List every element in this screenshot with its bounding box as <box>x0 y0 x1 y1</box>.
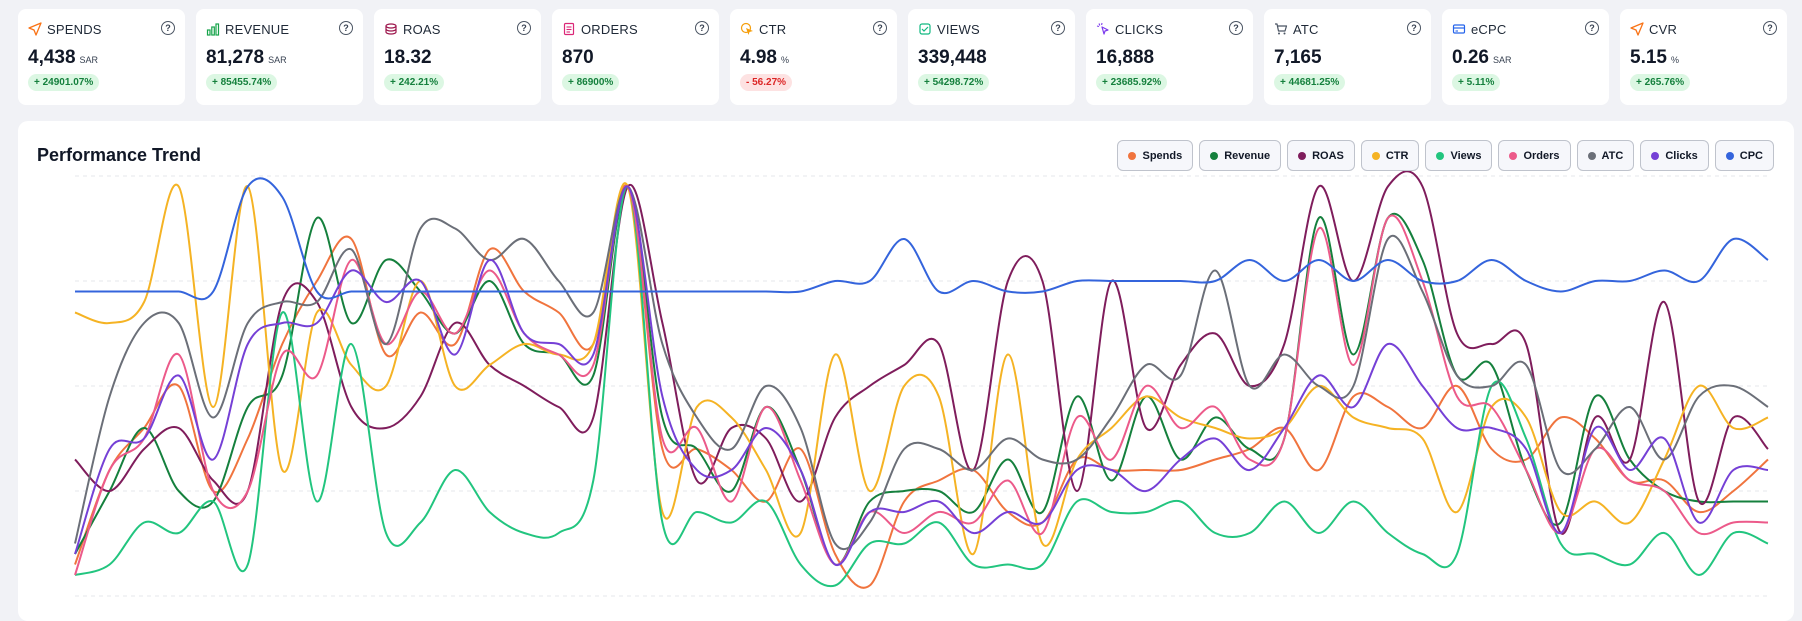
legend-dot <box>1651 152 1659 160</box>
kpi-card-orders[interactable]: ORDERS ? 870 + 86900% <box>552 9 719 105</box>
eye-icon <box>918 22 932 36</box>
legend-item-cpc[interactable]: CPC <box>1715 140 1774 171</box>
change-badge: - 56.27% <box>740 74 792 91</box>
legend-label: Spends <box>1142 150 1182 162</box>
card-label: CVR <box>1649 22 1677 37</box>
help-icon[interactable]: ? <box>161 21 175 35</box>
help-icon[interactable]: ? <box>1051 21 1065 35</box>
legend-item-views[interactable]: Views <box>1425 140 1492 171</box>
help-icon[interactable]: ? <box>517 21 531 35</box>
chart-legend: Spends Revenue ROAS CTR Views Orders ATC Clicks… <box>1117 140 1774 171</box>
change-badge: + 242.21% <box>384 74 444 91</box>
card-icon <box>1452 22 1466 36</box>
card-label: REVENUE <box>225 22 289 37</box>
bar-chart-icon <box>206 22 220 36</box>
card-value: 339,448 <box>918 47 987 69</box>
card-label: eCPC <box>1471 22 1506 37</box>
kpi-card-ecpc[interactable]: eCPC ? 0.26 SAR + 5.11% <box>1442 9 1609 105</box>
panel-title: Performance Trend <box>37 145 201 166</box>
card-unit: SAR <box>268 55 287 65</box>
legend-dot <box>1509 152 1517 160</box>
legend-dot <box>1210 152 1218 160</box>
legend-dot <box>1726 152 1734 160</box>
kpi-card-roas[interactable]: ROAS ? 18.32 + 242.21% <box>374 9 541 105</box>
kpi-card-ctr[interactable]: CTR ? 4.98% - 56.27% <box>730 9 897 105</box>
legend-label: Orders <box>1523 150 1559 162</box>
legend-item-clicks[interactable]: Clicks <box>1640 140 1708 171</box>
change-badge: + 5.11% <box>1452 74 1500 91</box>
kpi-cards: SPENDS ? 4,438 SAR + 24901.07% REVENUE ? … <box>18 9 1787 105</box>
line-chart <box>18 121 1794 621</box>
help-icon[interactable]: ? <box>1763 21 1777 35</box>
change-badge: + 23685.92% <box>1096 74 1167 91</box>
legend-item-spends[interactable]: Spends <box>1117 140 1193 171</box>
legend-item-revenue[interactable]: Revenue <box>1199 140 1281 171</box>
send-icon <box>28 22 42 36</box>
help-icon[interactable]: ? <box>1407 21 1421 35</box>
pointer-icon <box>1096 22 1110 36</box>
card-label: CLICKS <box>1115 22 1163 37</box>
card-label: CTR <box>759 22 786 37</box>
kpi-card-revenue[interactable]: REVENUE ? 81,278 SAR + 85455.74% <box>196 9 363 105</box>
help-icon[interactable]: ? <box>873 21 887 35</box>
card-label: ATC <box>1293 22 1319 37</box>
card-label: VIEWS <box>937 22 980 37</box>
legend-label: Views <box>1450 150 1481 162</box>
card-unit: SAR <box>1493 55 1512 65</box>
kpi-card-clicks[interactable]: CLICKS ? 16,888 + 23685.92% <box>1086 9 1253 105</box>
cart-icon <box>1274 22 1288 36</box>
kpi-card-cvr[interactable]: CVR ? 5.15% + 265.76% <box>1620 9 1787 105</box>
change-badge: + 54298.72% <box>918 74 989 91</box>
card-value: 4.98 <box>740 47 777 69</box>
change-badge: + 85455.74% <box>206 74 277 91</box>
card-label: SPENDS <box>47 22 102 37</box>
kpi-card-atc[interactable]: ATC ? 7,165 + 44681.25% <box>1264 9 1431 105</box>
legend-label: Revenue <box>1224 150 1270 162</box>
legend-label: ATC <box>1602 150 1624 162</box>
card-value: 81,278 <box>206 47 264 69</box>
kpi-card-spends[interactable]: SPENDS ? 4,438 SAR + 24901.07% <box>18 9 185 105</box>
coins-icon <box>384 22 398 36</box>
card-value: 0.26 <box>1452 47 1489 69</box>
legend-dot <box>1436 152 1444 160</box>
help-icon[interactable]: ? <box>339 21 353 35</box>
card-value: 18.32 <box>384 47 432 69</box>
legend-item-roas[interactable]: ROAS <box>1287 140 1355 171</box>
legend-item-ctr[interactable]: CTR <box>1361 140 1420 171</box>
change-badge: + 44681.25% <box>1274 74 1345 91</box>
card-value: 5.15 <box>1630 47 1667 69</box>
legend-dot <box>1372 152 1380 160</box>
legend-dot <box>1298 152 1306 160</box>
legend-label: Clicks <box>1665 150 1697 162</box>
card-unit: SAR <box>80 55 99 65</box>
change-badge: + 24901.07% <box>28 74 99 91</box>
card-value: 4,438 <box>28 47 76 69</box>
card-unit: % <box>1671 55 1679 65</box>
card-label: ORDERS <box>581 22 638 37</box>
send-icon <box>1630 22 1644 36</box>
legend-dot <box>1588 152 1596 160</box>
legend-label: ROAS <box>1312 150 1344 162</box>
help-icon[interactable]: ? <box>1585 21 1599 35</box>
legend-dot <box>1128 152 1136 160</box>
series-line-roas[interactable] <box>75 171 1768 534</box>
receipt-icon <box>562 22 576 36</box>
help-icon[interactable]: ? <box>695 21 709 35</box>
help-icon[interactable]: ? <box>1229 21 1243 35</box>
card-value: 16,888 <box>1096 47 1154 69</box>
legend-item-atc[interactable]: ATC <box>1577 140 1635 171</box>
change-badge: + 86900% <box>562 74 619 91</box>
cursor-click-icon <box>740 22 754 36</box>
change-badge: + 265.76% <box>1630 74 1690 91</box>
legend-label: CPC <box>1740 150 1763 162</box>
kpi-card-views[interactable]: VIEWS ? 339,448 + 54298.72% <box>908 9 1075 105</box>
card-value: 7,165 <box>1274 47 1322 69</box>
performance-trend-panel: Performance Trend Spends Revenue ROAS CTR Vi… <box>18 121 1794 621</box>
legend-item-orders[interactable]: Orders <box>1498 140 1570 171</box>
card-value: 870 <box>562 47 594 69</box>
card-label: ROAS <box>403 22 441 37</box>
card-unit: % <box>781 55 789 65</box>
legend-label: CTR <box>1386 150 1409 162</box>
